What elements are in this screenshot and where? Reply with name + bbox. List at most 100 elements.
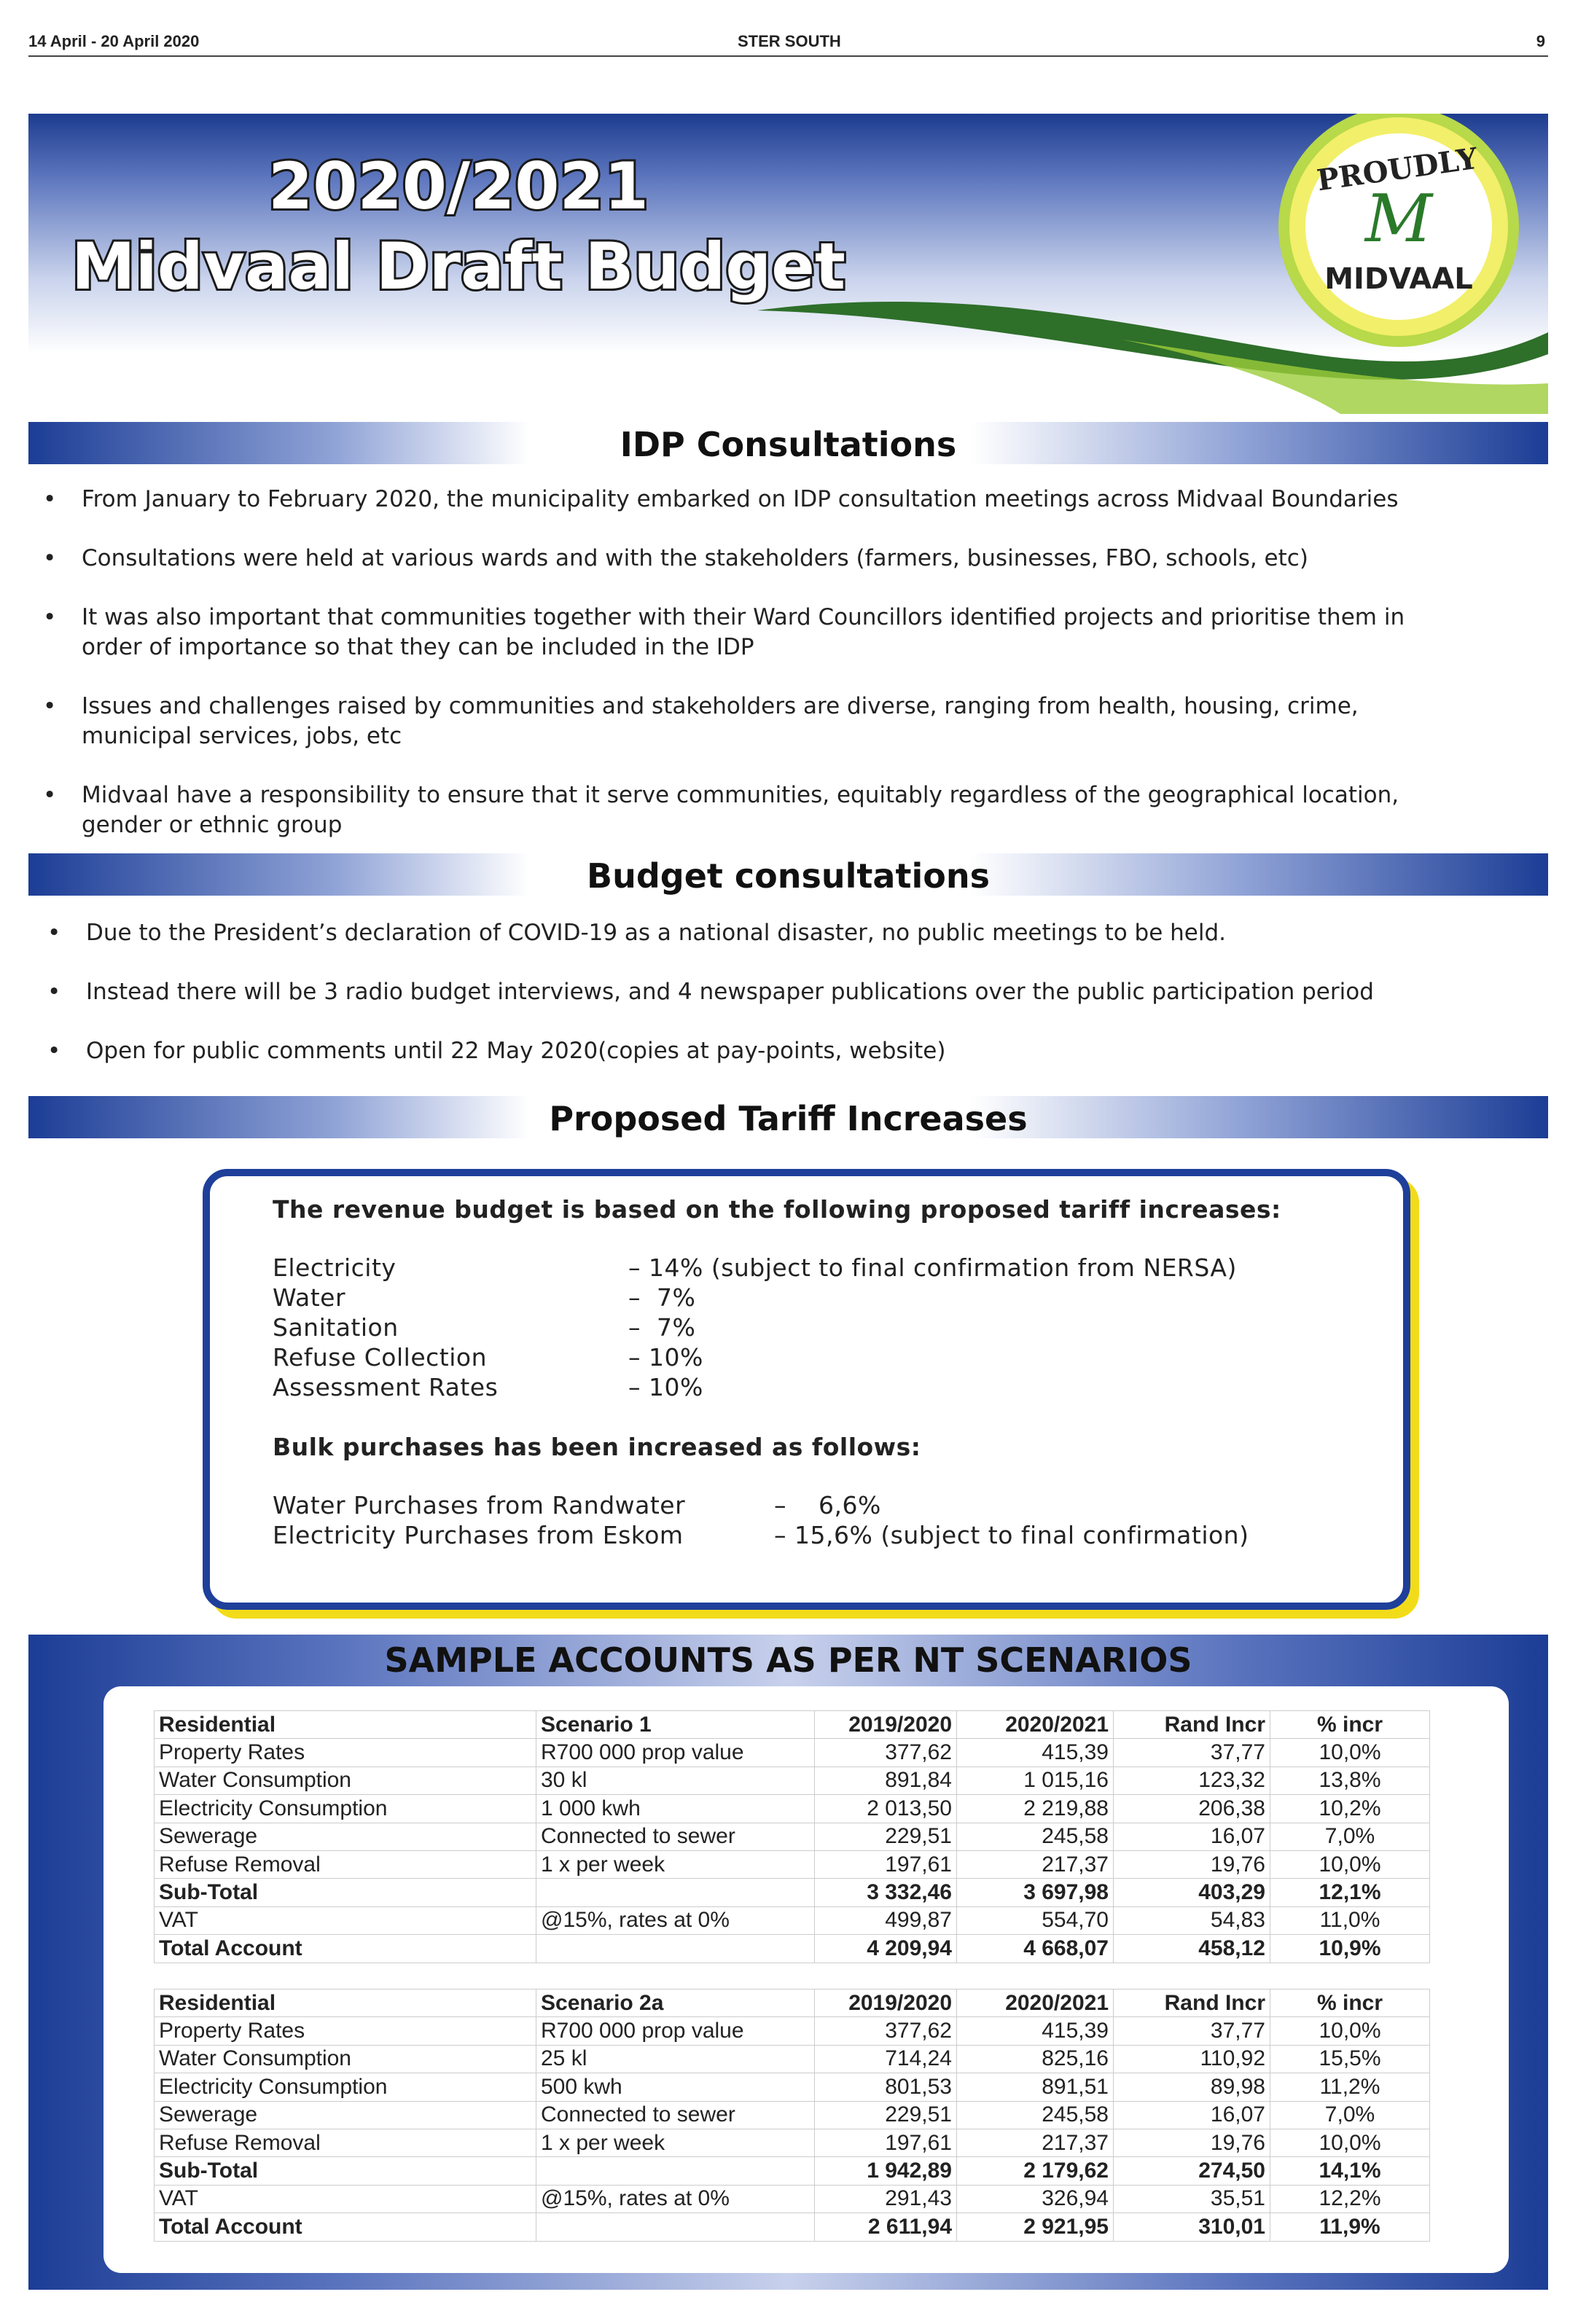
table-cell: Total Account <box>154 1934 536 1963</box>
bullet: Midvaal have a responsibility to ensure … <box>28 780 1457 840</box>
bullet-list: From January to February 2020, the munic… <box>28 485 1457 869</box>
table-cell: Sewerage <box>154 2100 536 2129</box>
table-cell: 197,61 <box>814 1850 957 1879</box>
table-row: Sub-Total 3 332,46 3 697,98 403,29 12,1% <box>154 1878 1430 1907</box>
table-cell: 245,58 <box>956 1822 1114 1851</box>
table-cell: % incr <box>1270 1710 1430 1740</box>
table-row: Water Consumption 30 kl 891,84 1 015,16 123,… <box>154 1766 1430 1796</box>
bulk-rate: – 15,6% (subject to final confirmation) <box>774 1521 1249 1549</box>
table-cell: Electricity Consumption <box>154 1794 536 1823</box>
table-cell: 245,58 <box>956 2100 1114 2129</box>
table-cell: 37,77 <box>1113 1738 1270 1767</box>
bullet: From January to February 2020, the munic… <box>28 485 1457 515</box>
table-cell: Sub-Total <box>154 2156 536 2186</box>
table-cell: 19,76 <box>1113 1850 1270 1879</box>
table-cell: 2 013,50 <box>814 1794 957 1823</box>
table-cell: 25 kl <box>536 2044 815 2074</box>
table-cell: 458,12 <box>1113 1934 1270 1963</box>
table-cell: VAT <box>154 2184 536 2214</box>
table-cell: 37,77 <box>1113 2016 1270 2046</box>
table-cell: @15%, rates at 0% <box>536 1906 815 1936</box>
table-cell: 825,16 <box>956 2044 1114 2074</box>
table-cell: @15%, rates at 0% <box>536 2184 815 2214</box>
table-cell: 10,0% <box>1270 2128 1430 2158</box>
table-row: Sewerage Connected to sewer 229,51 245,58 16… <box>154 1822 1430 1851</box>
table-cell: 2019/2020 <box>814 1710 957 1740</box>
table-cell: 500 kwh <box>536 2073 815 2102</box>
table-cell: 89,98 <box>1113 2073 1270 2102</box>
table-row: Electricity Consumption 500 kwh 801,53 891,… <box>154 2073 1430 2102</box>
table-cell: 13,8% <box>1270 1766 1430 1796</box>
table-cell: Rand Incr <box>1113 1710 1270 1740</box>
table-cell: Electricity Consumption <box>154 2073 536 2102</box>
table-cell: 15,5% <box>1270 2044 1430 2074</box>
table-cell: 2 921,95 <box>956 2213 1114 2242</box>
table-cell: % incr <box>1270 1988 1430 2018</box>
table-cell <box>536 2213 815 2242</box>
table-row: Refuse Removal 1 x per week 197,61 217,37 19… <box>154 2128 1430 2158</box>
section-heading: IDP Consultations <box>620 425 957 464</box>
table-cell: Residential <box>154 1988 536 2018</box>
table-cell: 377,62 <box>814 2016 957 2046</box>
logo-bottom: MIDVAAL <box>1324 262 1473 296</box>
table-row: Residential Scenario 2a 2019/2020 2020/2021… <box>154 1988 1430 2018</box>
table-cell: 4 668,07 <box>956 1934 1114 1963</box>
table-cell: 229,51 <box>814 1822 957 1851</box>
table-cell: 10,2% <box>1270 1794 1430 1823</box>
table-cell: 11,2% <box>1270 2073 1430 2102</box>
table-cell: 291,43 <box>814 2184 957 2214</box>
tariff-rate: – 14% (subject to final confirmation fro… <box>628 1253 1237 1282</box>
bullet: It was also important that communities t… <box>28 603 1457 662</box>
table-cell: 10,0% <box>1270 1850 1430 1879</box>
table-cell <box>536 2156 815 2186</box>
table-cell: Scenario 2a <box>536 1988 815 2018</box>
page-number: 9 <box>1536 32 1545 50</box>
text-run: has been increased as follows: <box>484 1433 921 1461</box>
tariff-name: Sanitation <box>273 1313 399 1342</box>
table-row: Refuse Removal 1 x per week 197,61 217,37 19… <box>154 1850 1430 1879</box>
table-row: Water Consumption 25 kl 714,24 825,16 110,92… <box>154 2044 1430 2074</box>
table-cell: 714,24 <box>814 2044 957 2074</box>
table-cell: 54,83 <box>1113 1906 1270 1936</box>
table-cell: Rand Incr <box>1113 1988 1270 2018</box>
table-cell: Property Rates <box>154 1738 536 1767</box>
table-cell: 14,1% <box>1270 2156 1430 2186</box>
table-cell: 7,0% <box>1270 2100 1430 2129</box>
table-cell: 1 942,89 <box>814 2156 957 2186</box>
table-cell: Connected to sewer <box>536 1822 815 1851</box>
table-row: Total Account 2 611,94 2 921,95 310,01 11,9% <box>154 2213 1430 2242</box>
table-cell: Refuse Removal <box>154 2128 536 2158</box>
banner: PROUDLY M MIDVAAL 2020/2021 Midvaal Draf… <box>28 114 1548 414</box>
table-cell: 11,9% <box>1270 2213 1430 2242</box>
table-cell: 10,9% <box>1270 1934 1430 1963</box>
banner-title: Midvaal Draft Budget <box>71 229 845 304</box>
table-row: Property Rates R700 000 prop value 377,62 4… <box>154 1738 1430 1767</box>
table-cell: 403,29 <box>1113 1878 1270 1907</box>
table-cell: 10,0% <box>1270 1738 1430 1767</box>
bulk-name: Water Purchases from Randwater <box>273 1491 686 1519</box>
table-cell: 229,51 <box>814 2100 957 2129</box>
table-cell: 16,07 <box>1113 1822 1270 1851</box>
table-cell: R700 000 prop value <box>536 1738 815 1767</box>
table-row: VAT @15%, rates at 0% 291,43 326,94 35,51 12,… <box>154 2184 1430 2214</box>
table-cell: 326,94 <box>956 2184 1114 2214</box>
table-cell: Total Account <box>154 2213 536 2242</box>
table-cell <box>536 1934 815 1963</box>
table-row: Residential Scenario 1 2019/2020 2020/2021 R… <box>154 1710 1430 1740</box>
table-row: Total Account 4 209,94 4 668,07 458,12 10,9% <box>154 1934 1430 1963</box>
table-cell: 801,53 <box>814 2073 957 2102</box>
section-heading: SAMPLE ACCOUNTS AS PER NT SCENARIOS <box>384 1640 1192 1680</box>
table-cell: 110,92 <box>1113 2044 1270 2074</box>
text-run: revenue <box>332 1195 446 1224</box>
tariff-rate: – 7% <box>628 1313 696 1342</box>
table-cell: 7,0% <box>1270 1822 1430 1851</box>
table-cell: 2 179,62 <box>956 2156 1114 2186</box>
table-cell: 891,51 <box>956 2073 1114 2102</box>
table-cell: 554,70 <box>956 1906 1114 1936</box>
bullet: Issues and challenges raised by communit… <box>28 692 1457 751</box>
table-cell: Sub-Total <box>154 1878 536 1907</box>
header-rule <box>28 55 1548 57</box>
swoosh <box>1122 340 1548 414</box>
